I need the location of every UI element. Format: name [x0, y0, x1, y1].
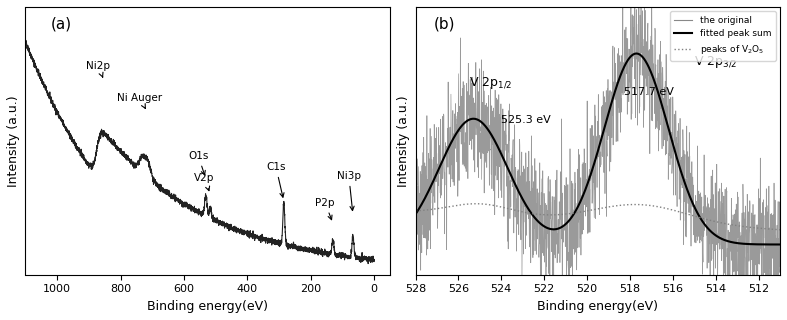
X-axis label: Binding energy(eV): Binding energy(eV)	[538, 300, 658, 313]
fitted peak sum	[557, 225, 567, 228]
the original	[422, 114, 431, 117]
Text: P2p: P2p	[316, 197, 334, 220]
fitted peak sum	[422, 192, 431, 196]
Text: V 2p$_{3/2}$: V 2p$_{3/2}$	[694, 55, 737, 70]
Text: C1s: C1s	[266, 162, 286, 197]
fitted peak sum	[400, 226, 409, 229]
Text: 525.3 eV: 525.3 eV	[501, 116, 551, 125]
Y-axis label: Intensity (a.u.): Intensity (a.u.)	[7, 95, 20, 187]
fitted peak sum	[545, 227, 554, 231]
the original	[557, 298, 567, 302]
peaks of V$_{2}$O$_{5}$	[558, 212, 567, 216]
Line: the original: the original	[405, 0, 787, 320]
fitted peak sum	[663, 126, 673, 130]
peaks of V$_{2}$O$_{5}$	[422, 208, 431, 212]
Text: Ni Auger: Ni Auger	[117, 93, 162, 108]
Text: O1s: O1s	[188, 151, 209, 175]
the original	[786, 262, 787, 266]
Text: V 2p$_{1/2}$: V 2p$_{1/2}$	[469, 76, 512, 91]
fitted peak sum	[560, 223, 569, 227]
Text: 517.7 eV: 517.7 eV	[623, 87, 674, 98]
the original	[560, 228, 569, 232]
peaks of V$_{2}$O$_{5}$	[663, 207, 673, 211]
Line: fitted peak sum: fitted peak sum	[405, 53, 787, 244]
peaks of V$_{2}$O$_{5}$	[545, 213, 554, 217]
Text: Ni2p: Ni2p	[87, 61, 110, 77]
fitted peak sum	[482, 126, 492, 130]
Legend: the original, fitted peak sum, peaks of V$_{2}$O$_{5}$: the original, fitted peak sum, peaks of …	[670, 12, 775, 60]
Y-axis label: Intensity (a.u.): Intensity (a.u.)	[397, 95, 410, 187]
Text: (b): (b)	[434, 16, 455, 31]
Text: V2p: V2p	[194, 173, 215, 191]
fitted peak sum	[786, 243, 787, 246]
the original	[545, 239, 554, 243]
peaks of V$_{2}$O$_{5}$	[786, 228, 787, 232]
Line: peaks of V$_{2}$O$_{5}$: peaks of V$_{2}$O$_{5}$	[405, 204, 787, 230]
the original	[482, 137, 492, 141]
peaks of V$_{2}$O$_{5}$	[482, 203, 492, 206]
X-axis label: Binding energy(eV): Binding energy(eV)	[147, 300, 268, 313]
peaks of V$_{2}$O$_{5}$	[471, 202, 481, 206]
Text: (a): (a)	[51, 16, 72, 31]
fitted peak sum	[632, 52, 641, 55]
peaks of V$_{2}$O$_{5}$	[560, 212, 569, 216]
Text: Ni3p: Ni3p	[337, 171, 360, 211]
peaks of V$_{2}$O$_{5}$	[400, 209, 409, 213]
the original	[663, 156, 673, 159]
the original	[400, 259, 409, 262]
